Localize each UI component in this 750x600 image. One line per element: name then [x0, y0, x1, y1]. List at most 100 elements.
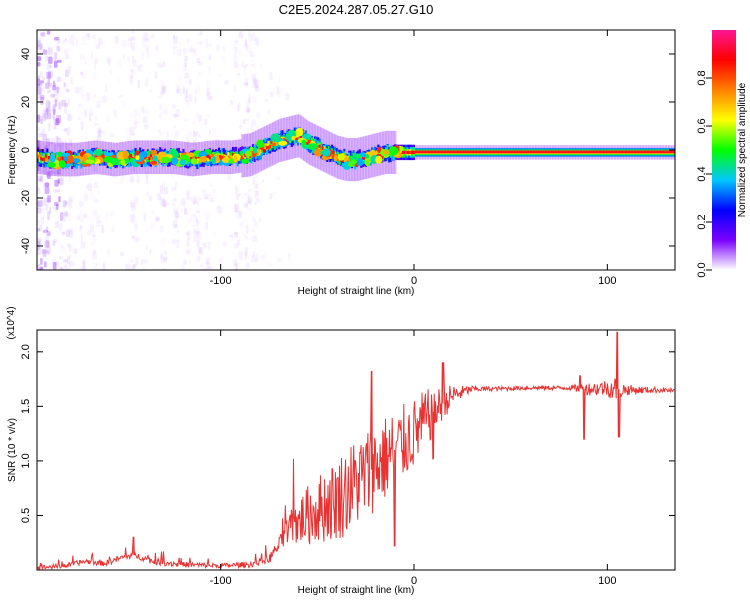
spectrogram-speckle	[138, 65, 142, 72]
spectrogram-speckle	[159, 61, 165, 67]
spectrogram-speckle	[235, 193, 240, 201]
spectrogram-speckle	[130, 168, 135, 176]
spectrogram-speckle	[172, 198, 176, 207]
spectrogram-blob	[241, 158, 249, 164]
spectrogram-speckle	[80, 208, 84, 218]
spectrogram-speckle	[256, 125, 261, 130]
spectrogram-speckle	[208, 54, 212, 61]
spectrogram-speckle	[184, 207, 188, 216]
spectrogram-speckle	[145, 46, 150, 54]
spectrogram-speckle	[174, 211, 179, 219]
spectrogram-speckle	[142, 43, 145, 48]
spectrogram-blob	[122, 150, 129, 160]
spectrogram-speckle	[236, 210, 242, 216]
spectrogram-blob	[388, 146, 399, 156]
colorbar-tick-label: 0.0	[696, 262, 708, 277]
spectrogram-ridge-cell	[267, 145, 270, 150]
spectrogram-speckle	[71, 41, 75, 46]
spectrogram-speckle	[40, 97, 44, 106]
spectrogram-speckle	[54, 52, 58, 61]
snr-x-tick-label: -100	[210, 575, 232, 587]
spectrogram-ridge-cell	[231, 152, 235, 157]
spectrogram-speckle	[188, 131, 192, 138]
spectrogram-blob	[49, 154, 56, 163]
spectrogram-speckle	[67, 262, 72, 269]
spectrogram-speckle	[167, 139, 171, 149]
spectrogram-ridge-cell	[375, 150, 378, 157]
spectrogram-speckle	[52, 115, 56, 120]
spectrogram-speckle	[37, 40, 41, 48]
spectrogram-image	[37, 30, 675, 270]
spectrogram-speckle	[176, 238, 180, 243]
spectrogram-speckle	[90, 52, 93, 60]
spectrogram-speckle	[64, 139, 68, 143]
spectrogram-speckle	[158, 112, 162, 119]
spectrogram-speckle	[53, 82, 57, 87]
spectrogram-speckle	[45, 240, 50, 248]
spectrogram-ridge-cell	[44, 154, 47, 158]
spectrogram-speckle	[245, 128, 249, 136]
spectrogram-speckle	[39, 175, 44, 183]
spectrogram-speckle	[80, 121, 84, 131]
spectrogram-speckle	[143, 213, 147, 222]
spectrogram-speckle	[56, 46, 61, 52]
spectrogram-speckle	[63, 259, 69, 263]
spectrogram-speckle	[89, 107, 93, 114]
spectrogram-speckle	[37, 267, 40, 270]
spectrogram-speckle	[37, 219, 40, 226]
spectrogram-blob	[190, 158, 198, 165]
spectrogram-blob	[93, 148, 103, 157]
spectrogram-speckle	[93, 60, 97, 70]
spectrogram-speckle	[255, 84, 259, 89]
spectrogram-speckle	[97, 129, 102, 136]
spectrogram-speckle	[159, 80, 164, 85]
spectrogram-speckle	[93, 262, 98, 270]
spectrogram-speckle	[65, 89, 70, 93]
spectrogram-blob	[67, 154, 74, 163]
spectrogram-speckle	[243, 43, 247, 49]
spectrogram-speckle	[37, 241, 41, 250]
spectrogram-speckle	[37, 56, 42, 62]
spectrogram-ridge-cell	[332, 151, 335, 155]
spectrogram-speckle	[187, 172, 191, 178]
spectrogram-speckle	[45, 99, 51, 109]
spectrogram-noise	[37, 30, 292, 270]
spectrogram-speckle	[129, 178, 134, 182]
spectrogram-speckle	[95, 116, 98, 121]
spectrogram-ridge-cell	[282, 137, 286, 142]
spectrogram-blob	[252, 147, 258, 154]
spectrogram-speckle	[48, 121, 51, 127]
spectrogram-speckle	[155, 44, 159, 51]
spectrogram-speckle	[69, 139, 73, 147]
spectrogram-speckle	[177, 229, 180, 235]
spectrogram-speckle	[41, 86, 46, 93]
spectrogram-speckle	[177, 128, 180, 137]
spectrogram-speckle	[39, 94, 45, 100]
spectrogram-speckle	[251, 119, 256, 127]
spectrogram-speckle	[44, 187, 50, 194]
spectrogram-speckle	[157, 95, 163, 99]
snr-frame	[36, 329, 676, 571]
spectrogram-speckle	[94, 122, 97, 126]
spectrogram-speckle	[132, 263, 137, 269]
spectrogram-speckle	[54, 37, 59, 41]
spectrogram-speckle	[244, 38, 248, 46]
spectrogram-speckle	[37, 78, 40, 87]
spectrogram-speckle	[247, 188, 252, 192]
spectrogram-speckle	[93, 181, 99, 189]
spectrogram-speckle	[246, 108, 251, 114]
spectrogram-speckle	[186, 169, 190, 175]
spectrogram-ridge-cell	[46, 157, 49, 162]
spectrogram-speckle	[81, 259, 86, 267]
spectrogram-speckle	[153, 267, 157, 270]
spectrogram-ridge-cell	[261, 146, 264, 151]
spectrogram-speckle	[238, 251, 244, 260]
spectrogram-x-tick-label: 0	[411, 275, 417, 287]
spectrogram-speckle	[270, 91, 274, 98]
spectrogram-speckle	[245, 225, 249, 234]
spectrogram-speckle	[196, 239, 200, 248]
spectrogram-speckle	[57, 92, 61, 97]
spectrogram-speckle	[172, 33, 176, 39]
spectrogram-ridge-cell	[40, 156, 43, 161]
